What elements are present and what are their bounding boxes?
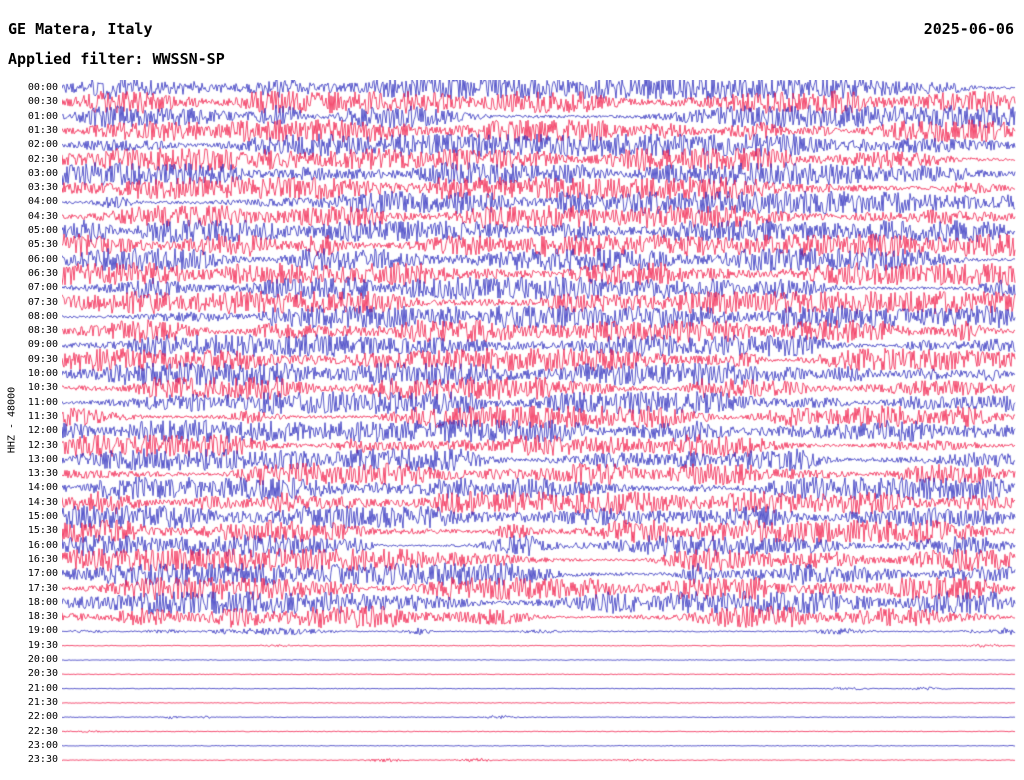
time-label: 20:30 bbox=[27, 668, 58, 680]
time-label: 04:00 bbox=[27, 196, 58, 208]
time-label: 20:00 bbox=[27, 654, 58, 665]
time-label: 05:00 bbox=[27, 225, 58, 236]
time-label: 13:30 bbox=[27, 468, 58, 480]
time-label: 16:30 bbox=[27, 553, 58, 565]
time-label: 02:30 bbox=[27, 153, 58, 165]
time-label: 19:00 bbox=[27, 625, 58, 637]
time-label: 14:30 bbox=[27, 496, 58, 508]
time-label: 08:30 bbox=[27, 325, 58, 337]
time-label: 02:00 bbox=[27, 139, 58, 151]
time-label: 22:30 bbox=[27, 725, 58, 737]
time-label: 17:30 bbox=[27, 582, 58, 594]
time-label: 15:30 bbox=[27, 525, 58, 537]
time-label: 18:00 bbox=[27, 596, 58, 608]
station-title: GE Matera, Italy bbox=[8, 20, 153, 38]
date-label: 2025-06-06 bbox=[923, 20, 1014, 38]
time-label: 18:30 bbox=[27, 611, 58, 623]
time-label: 06:30 bbox=[27, 267, 58, 279]
time-label: 09:00 bbox=[27, 339, 58, 351]
time-label: 08:00 bbox=[27, 310, 58, 322]
time-label: 01:00 bbox=[27, 110, 58, 122]
time-label: 00:30 bbox=[27, 96, 58, 108]
time-label: 04:30 bbox=[27, 210, 58, 222]
time-label: 01:30 bbox=[27, 124, 58, 136]
time-label: 09:30 bbox=[27, 353, 58, 365]
time-label: 10:30 bbox=[27, 382, 58, 394]
time-label: 17:00 bbox=[27, 568, 58, 580]
time-label: 11:30 bbox=[27, 410, 58, 422]
time-label: 12:00 bbox=[27, 425, 58, 437]
time-label: 07:30 bbox=[27, 296, 58, 308]
filter-label: Applied filter: WWSSN-SP bbox=[8, 50, 225, 68]
time-label: 10:00 bbox=[27, 368, 58, 379]
time-label: 05:30 bbox=[27, 239, 58, 251]
time-label: 15:00 bbox=[27, 511, 58, 522]
time-label: 06:00 bbox=[27, 253, 58, 265]
time-label: 12:30 bbox=[27, 439, 58, 451]
time-label: 19:30 bbox=[27, 639, 58, 651]
time-axis: 00:00 00:30 01:00 01:30 02:00 02:30 03:00 03:30… bbox=[0, 0, 58, 780]
time-label: 23:30 bbox=[27, 754, 58, 766]
time-label: 00:00 bbox=[27, 82, 58, 93]
time-label: 14:00 bbox=[27, 482, 58, 494]
time-label: 21:30 bbox=[27, 696, 58, 708]
time-label: 03:00 bbox=[27, 167, 58, 179]
time-label: 13:00 bbox=[27, 453, 58, 465]
time-label: 07:00 bbox=[27, 282, 58, 294]
time-label: 21:00 bbox=[27, 682, 58, 694]
time-label: 22:00 bbox=[27, 711, 58, 723]
time-label: 16:00 bbox=[27, 539, 58, 551]
time-label: 23:00 bbox=[27, 739, 58, 751]
seismogram-canvas bbox=[62, 80, 1016, 772]
time-label: 11:00 bbox=[27, 396, 58, 408]
time-label: 03:30 bbox=[27, 182, 58, 194]
